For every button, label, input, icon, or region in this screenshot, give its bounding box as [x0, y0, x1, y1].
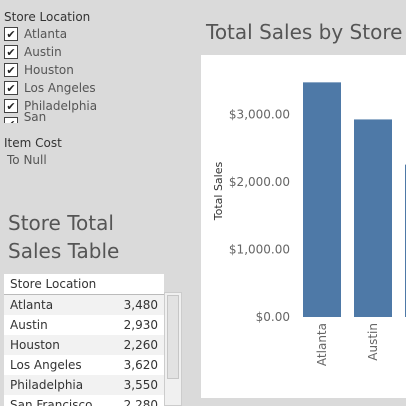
store-filter-item[interactable]: ✔ Philadelphia — [4, 97, 104, 115]
x-tick-label: Atlanta — [315, 323, 329, 366]
item-cost-title: Item Cost — [4, 136, 62, 150]
store-filter-label: Los Angeles — [24, 81, 96, 95]
checkbox[interactable]: ✔ — [4, 27, 18, 41]
table-row[interactable]: Houston 2,260 — [4, 335, 164, 355]
bar — [303, 82, 341, 317]
table-title-line-1: Store Total — [8, 211, 114, 235]
store-total-sales-table-title: Store Total Sales Table — [8, 209, 168, 265]
table-cell-sales: 2,260 — [123, 338, 158, 352]
table-cell-store: Austin — [10, 318, 48, 332]
checkbox[interactable]: ✔ — [4, 63, 18, 77]
sales-bar-chart: $0.00 $1,000.00 $2,000.00 $3,000.00 Total Sa… — [212, 82, 406, 366]
table-row[interactable]: Austin 2,930 — [4, 315, 164, 335]
table-cell-sales: 3,550 — [123, 378, 158, 392]
checkbox[interactable]: ✔ — [4, 81, 18, 95]
table-row[interactable]: Philadelphia 3,550 — [4, 375, 164, 395]
table-cell-store: Houston — [10, 338, 60, 352]
store-location-filter-list[interactable]: ✔ Atlanta ✔ Austin ✔ Houston ✔ Los Angeles ✔ Phil… — [4, 25, 104, 123]
store-filter-item[interactable]: ✔ San Francisco — [4, 110, 104, 123]
store-filter-label: Atlanta — [24, 27, 68, 41]
checkbox[interactable]: ✔ — [4, 117, 18, 123]
table-row[interactable]: San Francisco 2,280 — [4, 395, 164, 406]
table-header-store-location[interactable]: Store Location — [4, 274, 164, 295]
store-filter-item[interactable]: ✔ Austin — [4, 43, 104, 61]
store-filter-item[interactable]: ✔ Atlanta — [4, 25, 104, 43]
y-tick-label: $2,000.00 — [229, 175, 290, 189]
table-title-line-2: Sales Table — [8, 239, 120, 263]
table-cell-sales: 2,930 — [123, 318, 158, 332]
table-cell-store: San Francisco — [10, 398, 93, 406]
y-axis-label: Total Sales — [212, 162, 225, 222]
checkbox[interactable]: ✔ — [4, 45, 18, 59]
table-cell-store: Atlanta — [10, 298, 54, 312]
store-filter-label: Philadelphia — [24, 99, 98, 113]
table-row[interactable]: Atlanta 3,480 — [4, 295, 164, 315]
bar — [354, 119, 392, 317]
x-tick-label: Austin — [366, 323, 380, 361]
store-filter-label: Austin — [24, 45, 62, 59]
item-cost-value[interactable]: To Null — [7, 153, 47, 167]
chart-panel: $0.00 $1,000.00 $2,000.00 $3,000.00 Total Sa… — [201, 55, 406, 398]
table-cell-sales: 3,480 — [123, 298, 158, 312]
store-location-filter-title: Store Location — [4, 10, 91, 24]
table-cell-store: Los Angeles — [10, 358, 82, 372]
table-cell-store: Philadelphia — [10, 378, 84, 392]
store-filter-label: San Francisco — [23, 110, 47, 123]
y-tick-label: $1,000.00 — [229, 243, 290, 257]
table-cell-sales: 2,280 — [123, 398, 158, 406]
table-scrollbar-thumb[interactable] — [167, 295, 179, 379]
y-tick-label: $3,000.00 — [229, 108, 290, 122]
y-tick-label: $0.00 — [256, 310, 290, 324]
checkbox[interactable]: ✔ — [4, 99, 18, 113]
table-row[interactable]: Los Angeles 3,620 — [4, 355, 164, 375]
store-total-sales-table: Store Location Atlanta 3,480 Austin 2,930 Ho… — [4, 274, 164, 406]
chart-title: Total Sales by Store — [206, 20, 403, 44]
store-filter-item[interactable]: ✔ Houston — [4, 61, 104, 79]
store-filter-label: Houston — [24, 63, 74, 77]
table-rows: Atlanta 3,480 Austin 2,930 Houston 2,260 Los A… — [4, 295, 164, 406]
table-cell-sales: 3,620 — [123, 358, 158, 372]
store-filter-item[interactable]: ✔ Los Angeles — [4, 79, 104, 97]
table-scrollbar[interactable] — [164, 292, 182, 406]
